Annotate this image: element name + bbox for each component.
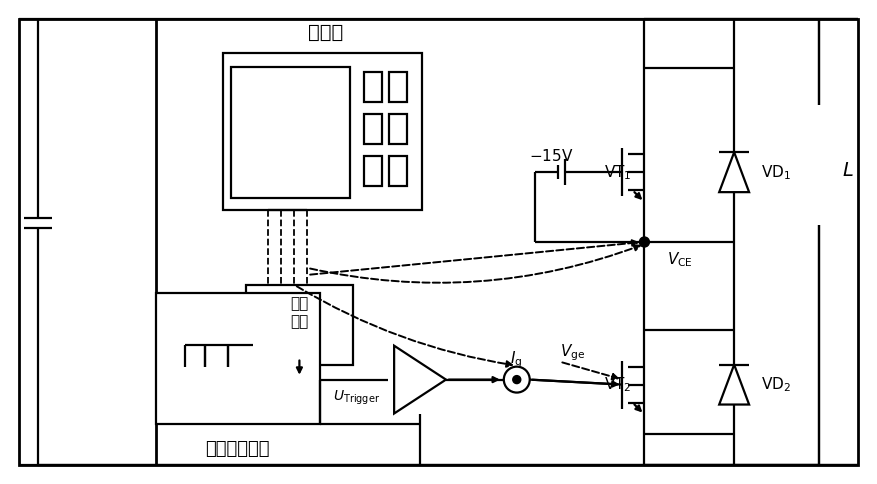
Bar <box>246 285 353 364</box>
Text: $-15$V: $-15$V <box>530 148 574 164</box>
Text: $V_{\rm ge}$: $V_{\rm ge}$ <box>560 342 585 363</box>
Text: $I_{\rm g}$: $I_{\rm g}$ <box>510 349 522 370</box>
Bar <box>389 114 407 144</box>
Text: 双脉冲发生器: 双脉冲发生器 <box>205 440 270 458</box>
Text: $U_{\rm Trigger}$: $U_{\rm Trigger}$ <box>332 388 380 407</box>
Bar <box>364 73 382 103</box>
Text: VD$_1$: VD$_1$ <box>761 163 791 182</box>
Bar <box>389 73 407 103</box>
Bar <box>231 66 350 198</box>
Bar <box>364 156 382 186</box>
Bar <box>223 53 422 210</box>
Bar <box>156 293 320 424</box>
Text: 示波器: 示波器 <box>308 23 343 42</box>
Text: $L$: $L$ <box>842 161 853 180</box>
Bar <box>364 114 382 144</box>
Bar <box>389 156 407 186</box>
Text: $V_{\rm CE}$: $V_{\rm CE}$ <box>667 251 693 269</box>
Circle shape <box>513 376 521 384</box>
Circle shape <box>639 237 649 247</box>
Text: 驱动
电路: 驱动 电路 <box>290 297 309 329</box>
Text: VD$_2$: VD$_2$ <box>761 375 791 394</box>
Text: VT$_1$: VT$_1$ <box>604 163 631 182</box>
Text: VT$_2$: VT$_2$ <box>604 375 631 394</box>
